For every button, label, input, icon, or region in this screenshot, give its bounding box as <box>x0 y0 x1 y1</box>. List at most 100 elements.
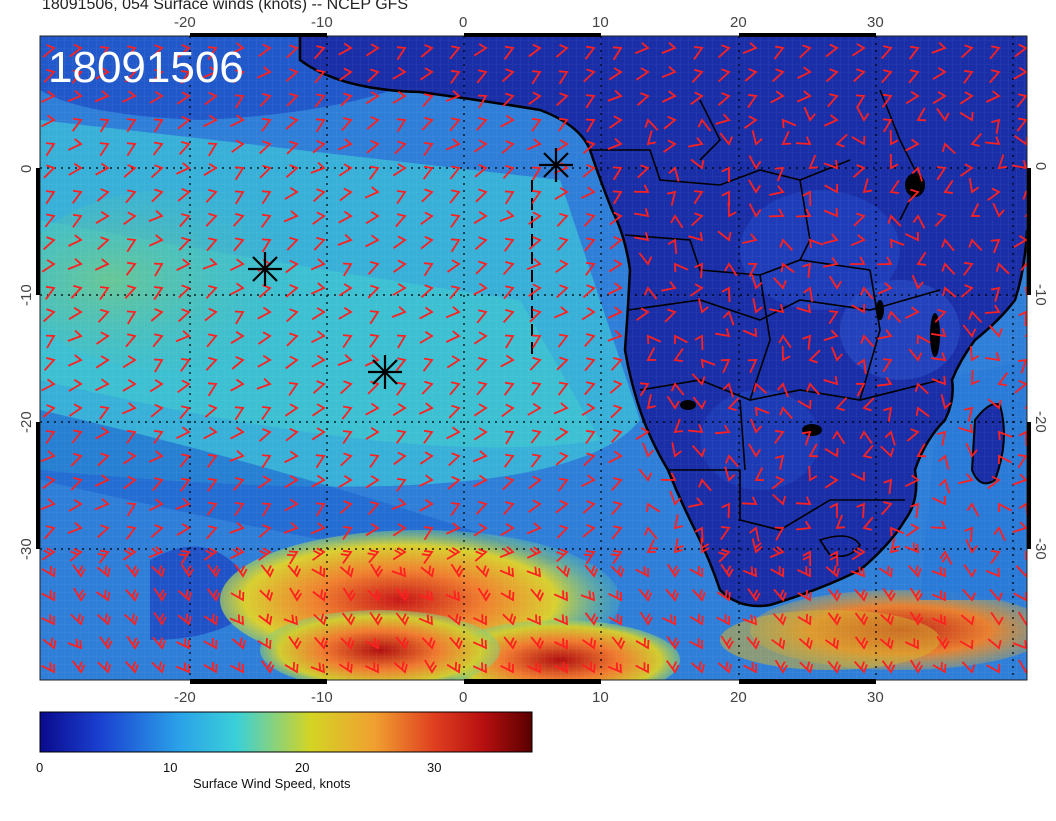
wind-barb <box>472 638 487 650</box>
wind-barb <box>43 164 56 179</box>
wind-barb <box>997 430 1013 441</box>
wind-barb <box>365 211 380 225</box>
wind-barb <box>989 69 1001 84</box>
wind-barb <box>970 133 982 147</box>
wind-barb <box>234 166 245 181</box>
wind-barb <box>916 107 927 122</box>
wind-barb <box>418 590 434 602</box>
wind-barb <box>582 523 596 538</box>
wind-barb <box>203 163 218 176</box>
wind-barb <box>70 613 85 626</box>
wind-barb <box>647 334 662 345</box>
wind-barb <box>744 68 758 82</box>
wind-barb <box>41 590 56 602</box>
wind-barb <box>206 525 218 540</box>
wind-barb <box>177 589 192 602</box>
wind-barb <box>206 501 218 516</box>
wind-barb <box>984 304 1001 314</box>
wind-barb <box>554 662 568 674</box>
wind-barb <box>663 115 677 130</box>
wind-barb <box>609 235 623 250</box>
wind-barb <box>990 550 1001 565</box>
wind-barb <box>504 334 515 349</box>
wind-barb <box>393 661 408 674</box>
wind-barb <box>862 397 875 412</box>
wind-barb <box>802 334 812 350</box>
wind-barb <box>257 475 272 489</box>
wind-barb <box>95 426 110 440</box>
wind-barb <box>365 662 379 674</box>
wind-barb <box>124 68 137 83</box>
wind-barb <box>771 637 786 650</box>
wind-barb <box>666 660 680 674</box>
wind-barb <box>724 262 738 277</box>
wind-barb <box>41 614 55 626</box>
wind-barb <box>503 237 515 252</box>
wind-barb <box>553 402 569 415</box>
wind-barb <box>962 324 977 338</box>
wind-barb <box>824 637 839 650</box>
colorbar: 0 10 20 30 Surface Wind Speed, knots <box>36 711 533 791</box>
wind-barb <box>177 379 191 394</box>
wind-barb <box>365 91 380 105</box>
wind-barb <box>449 189 461 204</box>
wind-barb <box>45 285 56 300</box>
wind-barb <box>446 661 461 674</box>
wind-barb <box>365 426 380 440</box>
wind-barb <box>1012 160 1027 170</box>
wind-barb <box>45 142 56 157</box>
wind-barb <box>125 564 140 578</box>
wind-barb <box>502 476 515 491</box>
wind-barb <box>798 637 813 650</box>
wind-barb <box>230 662 244 674</box>
wind-barb <box>256 66 272 79</box>
wind-barb <box>580 590 596 602</box>
wind-barb <box>41 565 56 578</box>
wind-barb <box>73 587 87 602</box>
wind-barb <box>122 547 137 561</box>
wind-barb <box>529 356 542 371</box>
wind-barb <box>585 430 596 445</box>
wind-barb <box>366 139 380 154</box>
wind-barb <box>1017 454 1027 469</box>
wind-barb <box>152 477 164 492</box>
wind-barb <box>342 430 353 445</box>
wind-barb <box>421 637 436 650</box>
wind-barb <box>285 259 299 274</box>
wind-barb <box>258 428 272 442</box>
wind-barb <box>961 661 976 674</box>
wind-barb <box>611 636 626 650</box>
wind-barb <box>230 282 245 296</box>
wind-barb <box>67 90 83 102</box>
wind-barb <box>879 637 894 650</box>
wind-barb <box>910 502 920 519</box>
wind-barb <box>338 163 353 177</box>
wind-barb <box>365 43 380 57</box>
wind-barb <box>581 661 596 674</box>
wind-barb <box>447 613 462 626</box>
wind-barb <box>741 496 758 505</box>
wind-barb <box>176 638 190 650</box>
wind-barb <box>286 550 299 565</box>
wind-barb <box>310 161 326 174</box>
wind-barb <box>179 213 191 228</box>
wind-barb <box>751 538 763 554</box>
lon-tick: 10 <box>592 689 609 706</box>
wind-barb <box>824 447 839 458</box>
wind-barb <box>556 92 569 107</box>
wind-barb <box>748 203 762 218</box>
wind-barb <box>123 164 137 178</box>
wind-barb <box>688 424 704 434</box>
lon-tick: 0 <box>459 14 467 31</box>
wind-barb <box>342 262 353 277</box>
wind-barb <box>754 467 765 481</box>
wind-barb <box>1018 659 1027 674</box>
wind-barb <box>774 166 785 182</box>
wind-barb <box>477 94 488 109</box>
wind-barb <box>774 526 785 541</box>
lon-tick: -20 <box>174 14 196 31</box>
wind-barb <box>125 660 139 674</box>
wind-barb <box>673 538 684 554</box>
wind-barb <box>97 452 110 467</box>
wind-barb <box>70 284 83 299</box>
